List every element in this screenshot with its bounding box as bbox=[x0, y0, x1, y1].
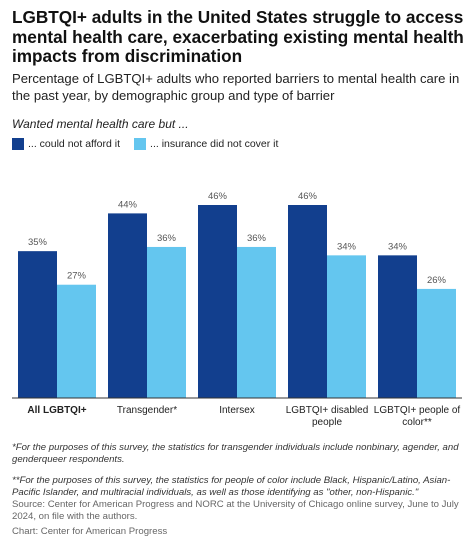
bar-chart: 35% 27% All LGBTQI+ 44% 36% Transgender* 46% 36… bbox=[12, 191, 462, 428]
data-label: 46% bbox=[298, 191, 318, 202]
category-label: Transgender* bbox=[117, 405, 177, 416]
chart-subtitle: Percentage of LGBTQI+ adults who reporte… bbox=[12, 71, 460, 103]
data-label: 34% bbox=[388, 241, 408, 252]
data-label: 34% bbox=[337, 241, 357, 252]
category-label: All LGBTQI+ bbox=[27, 405, 86, 416]
note-transgender: *For the purposes of this survey, the st… bbox=[12, 442, 459, 465]
notes: *For the purposes of this survey, the st… bbox=[12, 442, 464, 538]
legend-item-afford: ... could not afford it bbox=[12, 138, 120, 150]
category-label: Intersex bbox=[219, 405, 255, 416]
bar-insurance bbox=[57, 284, 96, 398]
bar-insurance bbox=[417, 288, 456, 398]
chart-title: LGBTQI+ adults in the United States stru… bbox=[12, 7, 464, 66]
legend-label-afford: ... could not afford it bbox=[28, 138, 121, 150]
bar-afford bbox=[18, 251, 57, 398]
bar-afford bbox=[108, 213, 147, 398]
legend-swatch-insurance bbox=[134, 138, 147, 150]
data-label: 35% bbox=[28, 237, 48, 248]
legend: ... could not afford it ... insurance di… bbox=[12, 138, 292, 150]
bar-insurance bbox=[147, 246, 186, 398]
data-label: 44% bbox=[118, 199, 138, 210]
chart-credit: Chart: Center for American Progress bbox=[12, 526, 168, 537]
legend-label-insurance: ... insurance did not cover it bbox=[150, 138, 279, 150]
note-poc: **For the purposes of this survey, the s… bbox=[12, 475, 451, 498]
data-label: 26% bbox=[427, 275, 447, 286]
chart-prompt: Wanted mental health care but ... bbox=[12, 117, 189, 131]
data-label: 46% bbox=[208, 191, 228, 202]
bar-afford bbox=[378, 255, 417, 398]
data-label: 36% bbox=[247, 233, 267, 244]
bar-afford bbox=[288, 205, 327, 398]
legend-item-insurance: ... insurance did not cover it bbox=[134, 138, 278, 150]
bar-insurance bbox=[327, 255, 366, 398]
category-label: LGBTQI+ disabled people bbox=[286, 405, 369, 428]
category-label: LGBTQI+ people of color** bbox=[374, 405, 461, 428]
legend-swatch-afford bbox=[12, 138, 24, 150]
bar-insurance bbox=[237, 246, 276, 398]
data-label: 36% bbox=[157, 233, 177, 244]
data-label: 27% bbox=[67, 271, 87, 282]
source-note: Source: Center for American Progress and… bbox=[12, 499, 459, 522]
bar-afford bbox=[198, 205, 237, 398]
